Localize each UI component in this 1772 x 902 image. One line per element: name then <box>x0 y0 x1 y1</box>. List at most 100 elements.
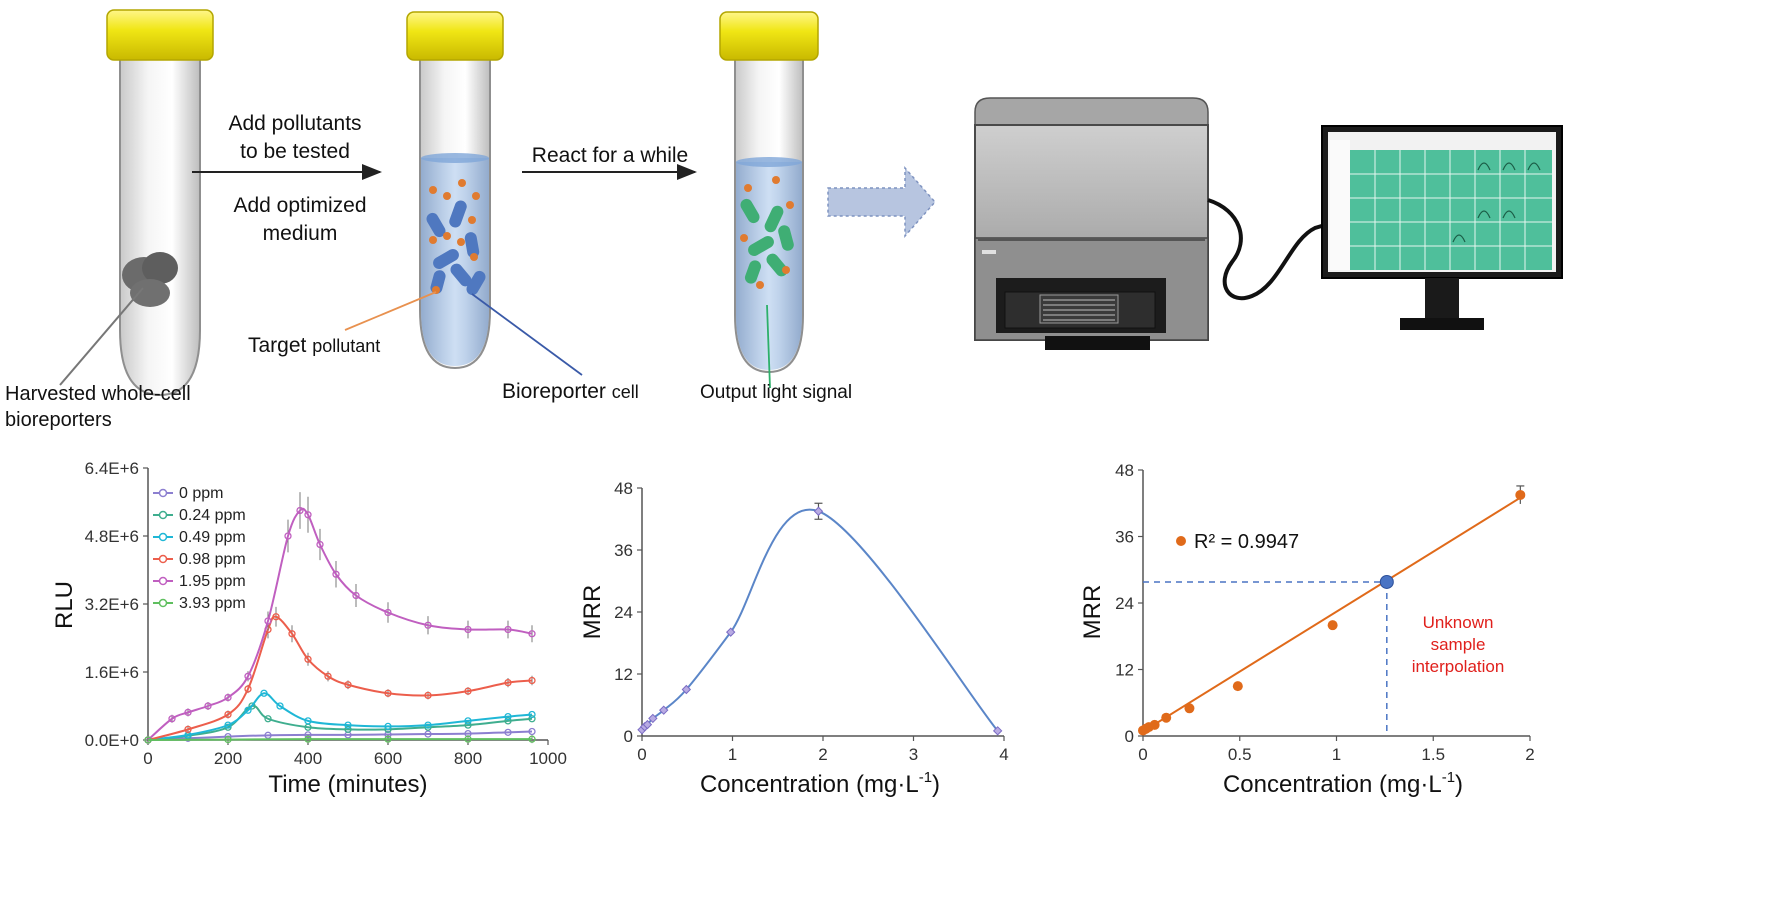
cell-pointer <box>471 293 583 376</box>
screen-gridlines <box>1350 150 1552 270</box>
data-point <box>992 726 1003 736</box>
tube1-label-line2: bioreporters <box>5 409 112 431</box>
data-point <box>1327 620 1338 631</box>
legend-marker <box>158 532 168 542</box>
data-point <box>528 630 536 638</box>
data-point <box>144 736 152 744</box>
tube-light-signal: Output light signal <box>700 11 852 403</box>
series-line <box>147 692 533 741</box>
unknown-sample-point <box>1379 574 1394 589</box>
data-point <box>344 721 352 729</box>
x-tick-label: 0.5 <box>1228 745 1252 764</box>
step1-line1: Add pollutants <box>228 112 361 135</box>
x-tick-label: 0 <box>1138 745 1147 764</box>
x-tick-label: 0 <box>637 745 646 764</box>
series-line <box>641 508 999 732</box>
data-point <box>184 708 192 717</box>
data-point <box>504 712 512 721</box>
plate-reader <box>974 97 1209 350</box>
data-point <box>424 730 432 738</box>
tube-cap <box>719 11 819 61</box>
chart2-xlabel: Concentration (mg·L-1) <box>700 769 940 798</box>
annotation-line1: Unknown <box>1423 613 1494 632</box>
data-point <box>264 731 272 739</box>
y-tick-label: 3.2E+6 <box>85 595 139 614</box>
data-point <box>424 691 432 700</box>
annotation-line2: sample <box>1431 635 1486 654</box>
legend-marker <box>158 576 168 586</box>
data-point <box>244 706 252 714</box>
tube-harvested: Harvested whole-cell bioreporters <box>5 9 214 431</box>
y-tick-label: 12 <box>1115 661 1134 680</box>
data-point <box>1161 712 1172 723</box>
pollutant-pointer <box>344 291 437 331</box>
data-point <box>276 702 284 710</box>
data-point <box>224 721 232 729</box>
data-point <box>204 702 212 710</box>
block-arrow <box>827 166 937 238</box>
data-point <box>384 722 392 731</box>
data-point <box>648 713 658 724</box>
legend-label: 1.95 ppm <box>179 573 246 590</box>
data-point <box>344 681 352 689</box>
data-point <box>464 625 472 634</box>
x-tick-label: 3 <box>909 745 918 764</box>
data-point <box>813 506 824 516</box>
active-bioreporter-cells <box>740 198 794 284</box>
data-point <box>725 627 736 637</box>
data-point <box>504 728 512 736</box>
chart1-xlabel: Time (minutes) <box>268 771 427 798</box>
x-tick-label: 4 <box>999 745 1008 764</box>
data-point <box>464 717 472 725</box>
x-tick-label: 2 <box>818 745 827 764</box>
data-point <box>424 721 432 729</box>
data-point <box>464 687 472 695</box>
data-point <box>528 676 536 685</box>
y-tick-label: 12 <box>614 665 633 684</box>
react-label: React for a while <box>532 144 688 167</box>
annotation-line3: interpolation <box>1412 657 1505 676</box>
data-point <box>384 735 392 743</box>
data-point <box>659 705 669 715</box>
legend-label: 0.98 ppm <box>179 551 246 568</box>
cell-pellet <box>122 252 178 307</box>
bioreporter-cell-label: Bioreporter cell <box>502 380 639 403</box>
data-point <box>224 693 232 702</box>
screen-data-grid <box>1350 150 1552 270</box>
monitor-stand <box>1400 318 1484 330</box>
legend-label: 0.24 ppm <box>179 507 246 524</box>
data-point <box>260 689 268 697</box>
data-point <box>344 725 352 734</box>
legend-label: 3.93 ppm <box>179 595 246 612</box>
y-tick-label: 24 <box>1115 594 1134 613</box>
chart1-ylabel: RLU <box>51 581 78 629</box>
y-tick-label: 48 <box>1115 461 1134 480</box>
series-line <box>147 738 532 741</box>
legend-marker <box>158 554 168 564</box>
y-tick-label: 36 <box>1115 528 1134 547</box>
y-tick-label: 6.4E+6 <box>85 459 139 478</box>
r2-marker <box>1176 536 1186 546</box>
tube-cap <box>106 9 214 61</box>
data-point <box>528 727 536 736</box>
x-tick-label: 1000 <box>529 749 567 768</box>
data-point <box>272 613 280 621</box>
data-point <box>384 689 392 697</box>
x-tick-label: 1 <box>1332 745 1341 764</box>
chart2-ylabel: MRR <box>579 585 606 640</box>
data-point <box>504 717 512 725</box>
data-point <box>304 735 312 743</box>
tube-bioreporter: Target pollutant Bioreporter cell <box>248 11 639 403</box>
data-point <box>304 717 312 725</box>
tube1-label-line1: Harvested whole-cell <box>5 383 191 405</box>
data-point <box>1515 489 1526 500</box>
data-point <box>1184 703 1195 714</box>
data-point <box>352 591 360 600</box>
data-point <box>316 540 324 549</box>
x-tick-label: 600 <box>374 749 402 768</box>
data-point <box>224 735 232 744</box>
data-point <box>184 725 192 734</box>
computer-monitor <box>1321 125 1563 330</box>
y-tick-label: 1.6E+6 <box>85 663 139 682</box>
